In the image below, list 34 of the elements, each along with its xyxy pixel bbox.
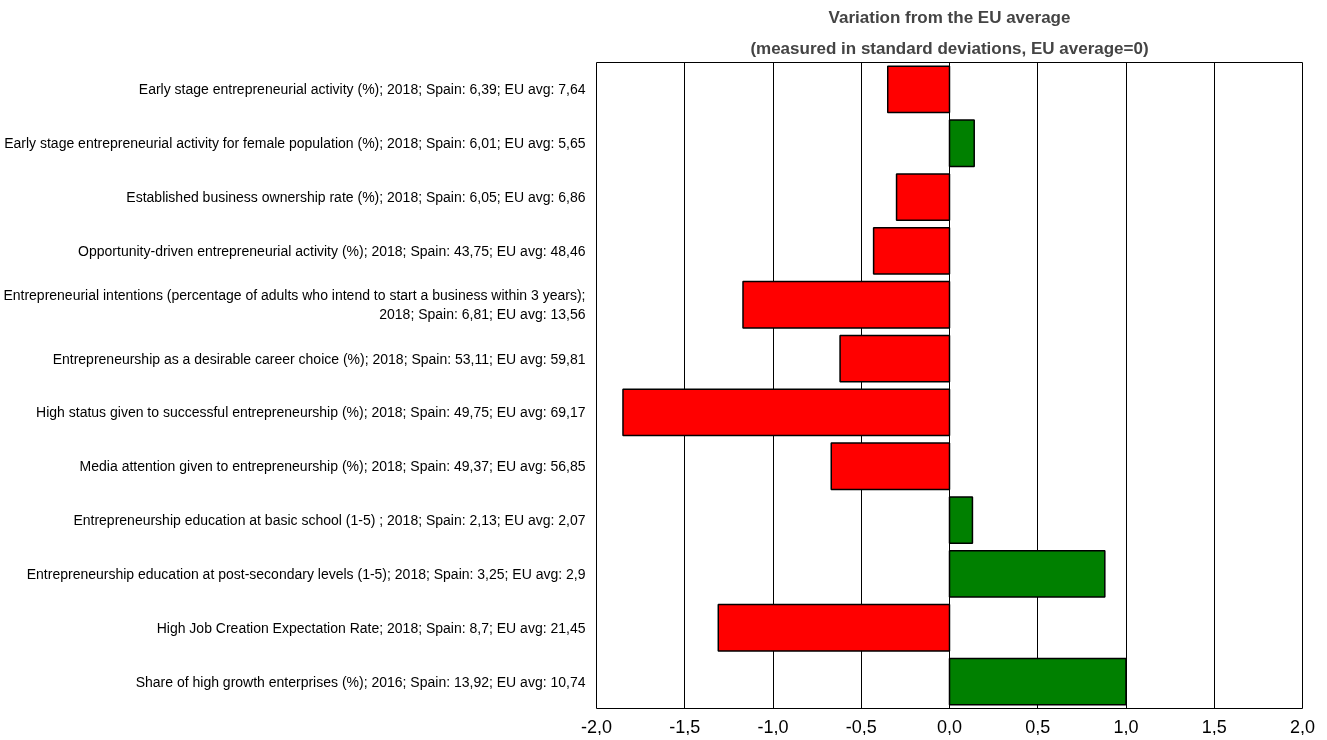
x-tick-label: 0,5 (1025, 716, 1051, 737)
y-tick-label: Early stage entrepreneurial activity for female population (%); 2018; Spain: 6,01; EU avg: 5,65 (4, 135, 586, 152)
y-tick-label: Entrepreneurship as a desirable career choice (%); 2018; Spain: 53,11; EU avg: 59,81 (52, 350, 586, 367)
y-tick-label: High status given to successful entrepreneurship (%); 2018; Spain: 49,75; EU avg: 69,17 (36, 404, 586, 421)
x-tick-label: 1,5 (1201, 716, 1227, 737)
y-tick-label: High Job Creation Expectation Rate; 2018; Spain: 8,7; EU avg: 21,45 (156, 619, 586, 636)
y-tick-label: Entrepreneurship education at post-secondary levels (1-5); 2018; Spain: 3,25; EU avg: 2,9 (26, 565, 586, 582)
bar (895, 173, 951, 221)
y-tick-label: Established business ownership rate (%); 2018; Spain: 6,05; EU avg: 6,86 (126, 189, 586, 206)
x-tick-label: -1,0 (757, 716, 789, 737)
bar (742, 280, 951, 329)
y-tick-label: Early stage entrepreneurial activity (%); 2018; Spain: 6,39; EU avg: 7,64 (138, 81, 586, 98)
bar (948, 496, 974, 544)
x-tick-label: -1,5 (669, 716, 701, 737)
bar (948, 119, 975, 168)
chart-title: Variation from the EU average (828, 7, 1071, 27)
y-tick-label: Opportunity-driven entrepreneurial activity (%); 2018; Spain: 43,75; EU avg: 48,46 (78, 242, 586, 259)
bar (886, 65, 951, 114)
x-tick-label: 0,0 (936, 716, 963, 737)
y-tick-label: Entrepreneurship education at basic school (1-5) ; 2018; Spain: 2,13; EU avg: 2,07 (73, 512, 586, 529)
x-tick-label: 1,0 (1113, 716, 1139, 737)
x-tick-label: -0,5 (845, 716, 877, 737)
y-tick-label: Media attention given to entrepreneurship (%); 2018; Spain: 49,37; EU avg: 56,85 (79, 458, 586, 475)
bar (948, 657, 1127, 706)
bar (839, 334, 951, 383)
y-tick-label: Share of high growth enterprises (%); 2016; Spain: 13,92; EU avg: 10,74 (135, 673, 586, 690)
chart-subtitle: (measured in standard deviations, EU average=0) (750, 38, 1149, 58)
bar (872, 227, 951, 275)
x-tick-label: 2,0 (1289, 716, 1316, 737)
bar (830, 442, 951, 491)
x-tick-label: -2,0 (580, 716, 613, 737)
bar (948, 550, 1106, 598)
bar (717, 603, 951, 652)
y-tick-label: Entrepreneurial intentions (percentage of adults who intend to start a business within 3 years); 2018; Spain: 6,81; EU avg: 13,56 (3, 287, 586, 323)
